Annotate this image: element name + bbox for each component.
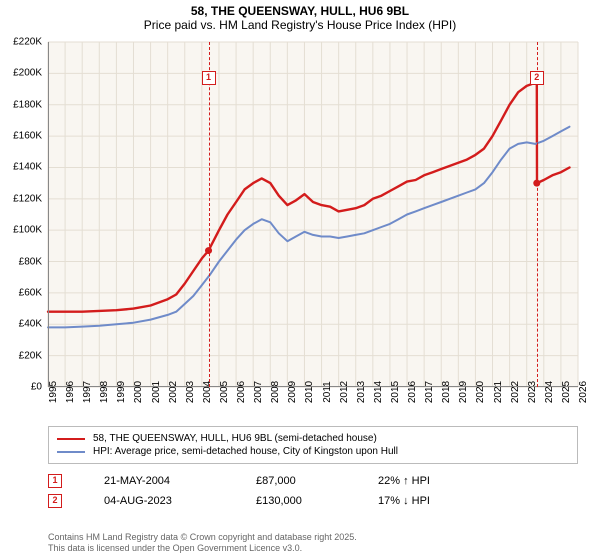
y-tick-label: £40K (19, 319, 42, 330)
x-tick-label: 2001 (151, 381, 162, 403)
y-tick-label: £80K (19, 256, 42, 267)
x-tick-label: 2012 (339, 381, 350, 403)
x-tick-label: 2018 (441, 381, 452, 403)
chart-title-line1: 58, THE QUEENSWAY, HULL, HU6 9BL (0, 4, 600, 18)
event-price: £130,000 (256, 495, 336, 507)
x-tick-label: 2026 (578, 381, 589, 403)
x-tick-label: 2011 (322, 381, 333, 403)
event-delta: 22% ↑ HPI (378, 475, 488, 487)
footer-line2: This data is licensed under the Open Gov… (48, 543, 357, 554)
legend-box: 58, THE QUEENSWAY, HULL, HU6 9BL (semi-d… (48, 426, 578, 464)
x-tick-label: 1998 (99, 381, 110, 403)
legend-item: HPI: Average price, semi-detached house,… (57, 446, 569, 457)
x-tick-label: 2000 (133, 381, 144, 403)
x-tick-label: 2008 (270, 381, 281, 403)
x-tick-label: 2024 (544, 381, 555, 403)
y-tick-label: £20K (19, 350, 42, 361)
y-axis-line (48, 42, 49, 387)
chart-plot-area: 12 (48, 42, 578, 387)
event-marker: 1 (202, 71, 216, 85)
y-axis-labels: £0£20K£40K£60K£80K£100K£120K£140K£160K£1… (2, 42, 46, 387)
x-tick-label: 2014 (373, 381, 384, 403)
legend-item: 58, THE QUEENSWAY, HULL, HU6 9BL (semi-d… (57, 433, 569, 444)
x-tick-label: 2009 (287, 381, 298, 403)
x-tick-label: 2020 (475, 381, 486, 403)
x-tick-label: 2003 (185, 381, 196, 403)
x-tick-label: 1999 (116, 381, 127, 403)
footer: Contains HM Land Registry data © Crown c… (48, 532, 357, 555)
y-tick-label: £220K (13, 37, 42, 48)
x-tick-label: 2005 (219, 381, 230, 403)
events-table: 1 21-MAY-2004 £87,000 22% ↑ HPI 2 04-AUG-2023… (48, 468, 578, 514)
event-vline (537, 42, 538, 387)
event-date: 04-AUG-2023 (104, 495, 214, 507)
y-tick-label: £180K (13, 99, 42, 110)
event-marker: 2 (48, 494, 62, 508)
y-tick-label: £100K (13, 225, 42, 236)
x-tick-label: 2006 (236, 381, 247, 403)
y-tick-label: £200K (13, 68, 42, 79)
event-marker: 2 (530, 71, 544, 85)
event-price: £87,000 (256, 475, 336, 487)
y-tick-label: £60K (19, 287, 42, 298)
event-delta: 17% ↓ HPI (378, 495, 488, 507)
event-marker: 1 (48, 474, 62, 488)
event-row: 2 04-AUG-2023 £130,000 17% ↓ HPI (48, 494, 578, 508)
x-tick-label: 2015 (390, 381, 401, 403)
x-tick-label: 2002 (168, 381, 179, 403)
event-vline (209, 42, 210, 387)
chart-title-block: 58, THE QUEENSWAY, HULL, HU6 9BL Price p… (0, 0, 600, 34)
y-tick-label: £160K (13, 131, 42, 142)
x-tick-label: 2004 (202, 381, 213, 403)
chart-svg (48, 42, 578, 387)
y-tick-label: £120K (13, 193, 42, 204)
event-row: 1 21-MAY-2004 £87,000 22% ↑ HPI (48, 474, 578, 488)
x-tick-label: 2023 (527, 381, 538, 403)
legend-label: HPI: Average price, semi-detached house,… (93, 446, 398, 457)
x-tick-label: 2022 (510, 381, 521, 403)
legend-swatch (57, 438, 85, 440)
legend-swatch (57, 451, 85, 453)
x-tick-label: 1995 (48, 381, 59, 403)
chart-title-line2: Price paid vs. HM Land Registry's House … (0, 18, 600, 32)
x-tick-label: 2021 (493, 381, 504, 403)
x-tick-label: 1997 (82, 381, 93, 403)
legend-label: 58, THE QUEENSWAY, HULL, HU6 9BL (semi-d… (93, 433, 377, 444)
x-tick-label: 2013 (356, 381, 367, 403)
event-date: 21-MAY-2004 (104, 475, 214, 487)
y-tick-label: £0 (31, 382, 42, 393)
x-tick-label: 2019 (458, 381, 469, 403)
x-tick-label: 2017 (424, 381, 435, 403)
x-tick-label: 2025 (561, 381, 572, 403)
x-tick-label: 2016 (407, 381, 418, 403)
x-tick-label: 2007 (253, 381, 264, 403)
x-tick-label: 2010 (304, 381, 315, 403)
footer-line1: Contains HM Land Registry data © Crown c… (48, 532, 357, 543)
x-tick-label: 1996 (65, 381, 76, 403)
x-axis-labels: 1995199619971998199920002001200220032004… (48, 388, 578, 422)
y-tick-label: £140K (13, 162, 42, 173)
